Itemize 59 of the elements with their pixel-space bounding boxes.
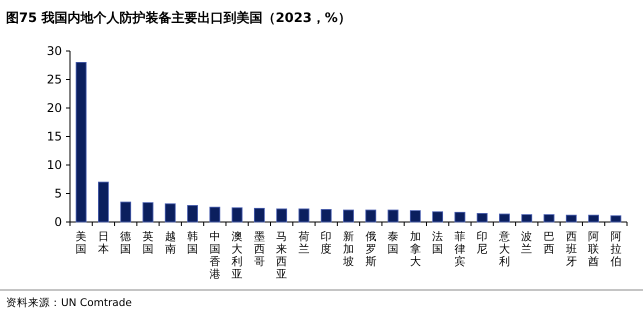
x-tick-label: 英国 — [142, 230, 154, 256]
x-tick-label: 印度 — [320, 230, 332, 256]
y-tick-label: 10 — [46, 158, 62, 172]
x-tick-label: 越南 — [164, 230, 176, 256]
x-tick-label: 中国香港 — [209, 230, 220, 280]
x-tick-label: 阿拉伯 — [610, 230, 622, 268]
y-tick-label: 15 — [46, 130, 62, 144]
x-tick-label: 澳大利亚 — [232, 230, 243, 280]
bar — [454, 212, 466, 222]
x-tick-label: 荷兰 — [298, 230, 310, 256]
x-tick-label: 印尼 — [476, 230, 488, 256]
bar — [476, 213, 488, 222]
bar — [142, 202, 154, 222]
x-tick-label: 法国 — [432, 230, 444, 256]
x-tick-label: 波兰 — [521, 230, 532, 256]
y-tick-label: 0 — [54, 215, 62, 229]
x-tick-label: 美国 — [76, 230, 87, 256]
x-tick-label: 马来西亚 — [276, 230, 288, 280]
bar — [343, 210, 354, 222]
x-tick-label: 日本 — [98, 230, 109, 256]
y-tick-label: 5 — [54, 186, 62, 200]
bar — [76, 62, 87, 222]
chart-title: 图75 我国内地个人防护装备主要出口到美国（2023，%） — [6, 10, 351, 26]
bar — [187, 205, 198, 222]
x-tick-label: 韩国 — [187, 230, 198, 256]
bar — [164, 203, 176, 222]
bar — [432, 211, 444, 222]
x-tick-label: 阿联酋 — [588, 230, 600, 268]
text: 资料来源：UN Comtrade — [6, 296, 132, 309]
x-tick-label: 墨西哥 — [254, 230, 265, 268]
bar — [410, 210, 421, 222]
y-tick-label: 30 — [46, 44, 62, 58]
bar — [232, 207, 243, 222]
x-tick-label: 泰国 — [388, 230, 399, 256]
x-tick-label: 西班牙 — [566, 230, 577, 268]
y-tick-label: 25 — [46, 72, 62, 86]
x-tick-label: 菲律宾 — [454, 230, 466, 268]
y-tick-label: 20 — [46, 101, 62, 115]
bar — [276, 208, 288, 222]
bar — [254, 208, 265, 222]
bar — [566, 214, 577, 222]
bar — [98, 182, 109, 222]
x-tick-label: 德国 — [120, 230, 132, 256]
bar — [365, 210, 376, 222]
bar — [298, 208, 310, 222]
bar — [521, 214, 532, 222]
x-tick-label: 俄罗斯 — [365, 230, 376, 268]
bar — [544, 214, 554, 222]
x-tick-label: 加拿大 — [410, 230, 421, 268]
bar — [499, 214, 510, 222]
bar — [588, 214, 599, 222]
x-tick-label: 新加坡 — [342, 230, 354, 268]
x-tick-label: 意大利 — [498, 230, 510, 268]
bar — [388, 210, 398, 222]
x-tick-label: 巴西 — [544, 230, 555, 256]
bar — [610, 215, 622, 222]
bar — [320, 209, 332, 222]
bar — [120, 202, 132, 222]
bar — [209, 206, 220, 222]
